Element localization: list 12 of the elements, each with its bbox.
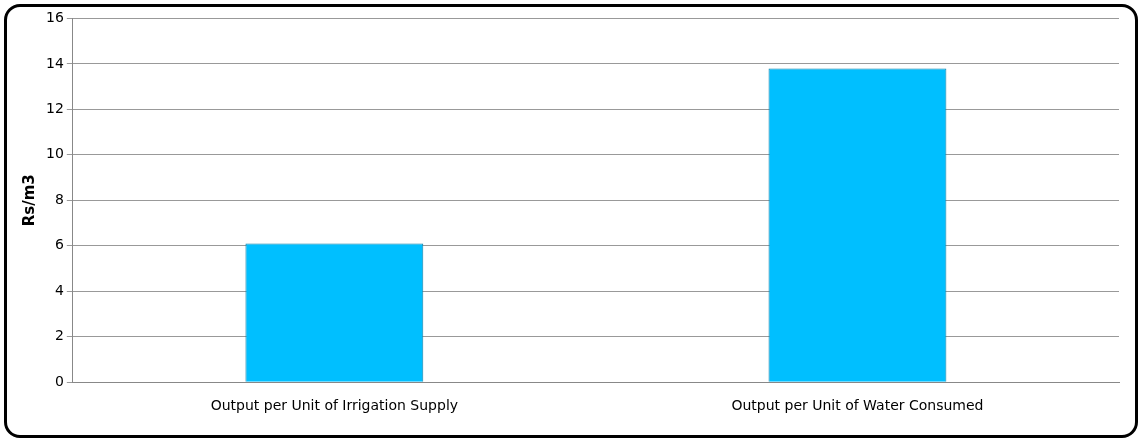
y-tick-label: 0 [54, 372, 64, 389]
y-tick-label: 10 [45, 145, 64, 162]
x-tick-label: Output per Unit of Water Consumed [731, 397, 984, 414]
y-tick-label: 2 [54, 327, 64, 344]
y-tick-label: 8 [54, 190, 64, 207]
y-tick-label: 4 [54, 281, 64, 298]
y-axis-title: Rs/m3 [19, 174, 38, 227]
x-tick-label: Output per Unit of Irrigation Supply [210, 397, 459, 414]
y-tick-label: 16 [45, 9, 64, 26]
y-tick-label: 14 [45, 54, 64, 71]
y-tick-label: 12 [45, 99, 64, 116]
y-tick-label: 6 [54, 236, 64, 253]
